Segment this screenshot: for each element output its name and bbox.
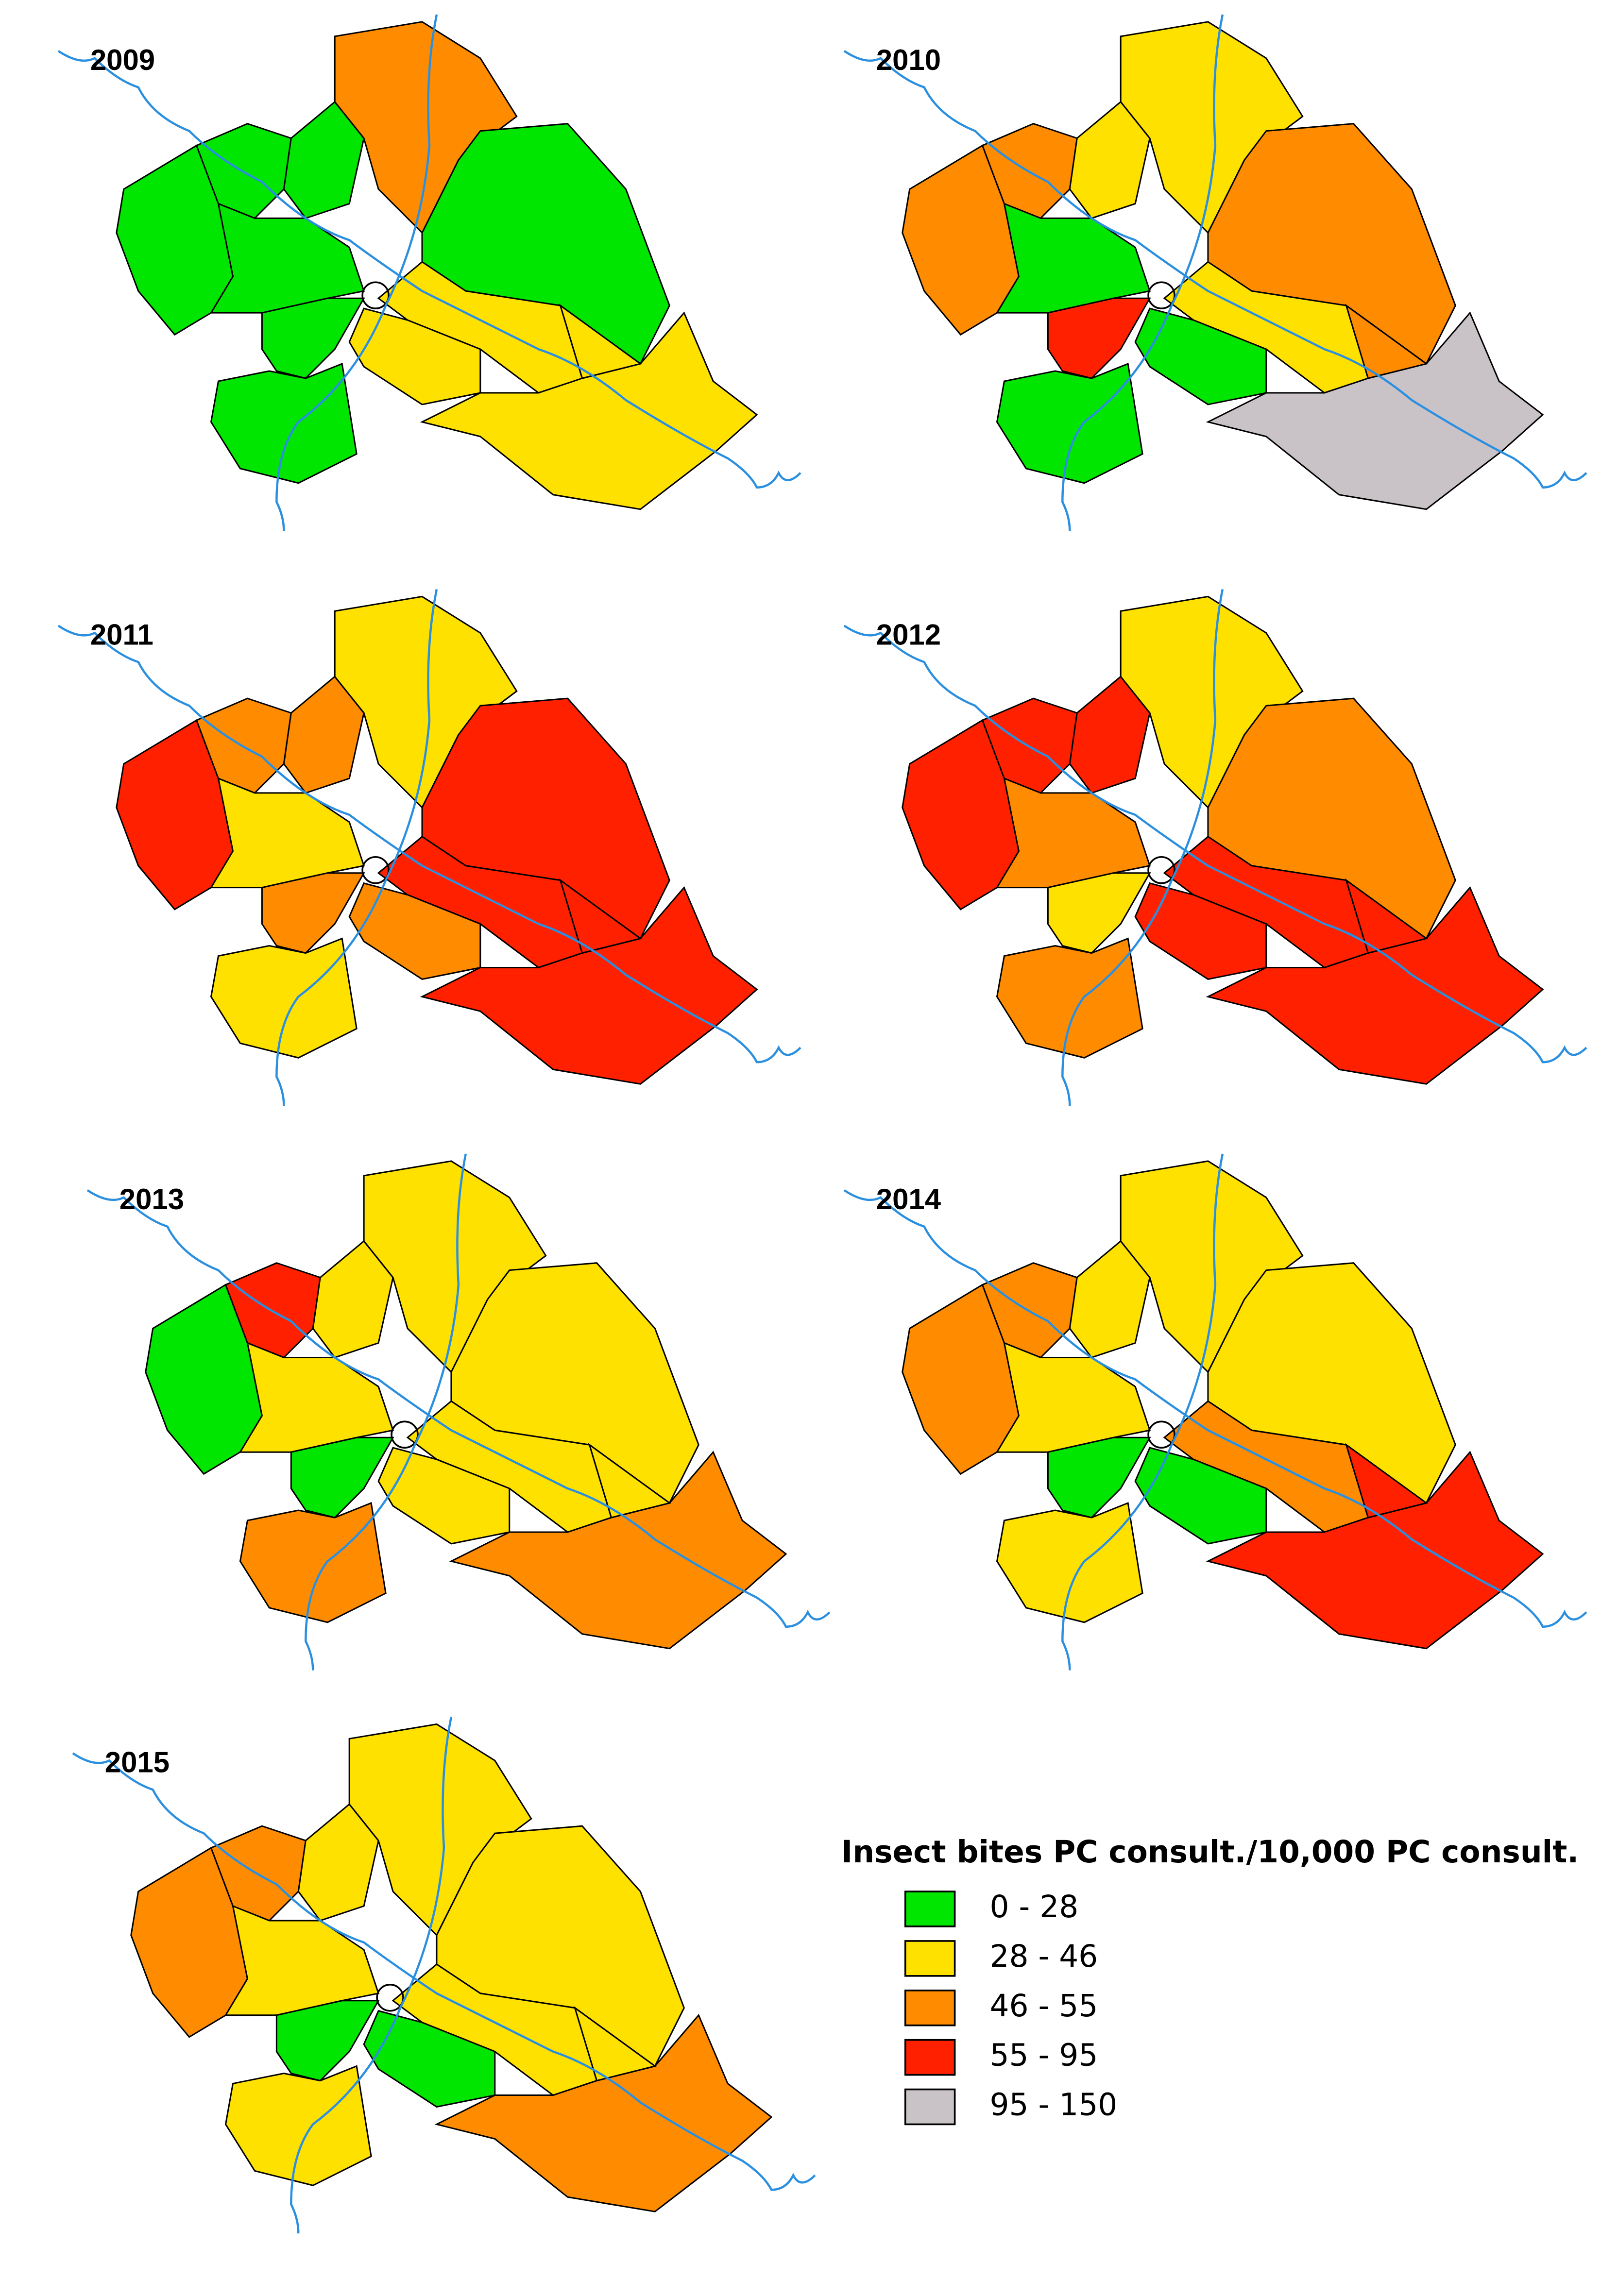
region — [348, 307, 481, 405]
region — [290, 1436, 394, 1519]
region — [1345, 878, 1428, 954]
map: 2011 — [57, 589, 801, 1106]
region — [261, 297, 365, 379]
river — [275, 589, 438, 1106]
map: 2013 — [86, 1153, 831, 1671]
region — [261, 872, 365, 954]
year-label: 2015 — [105, 1746, 170, 1778]
river — [843, 625, 1587, 1064]
city — [361, 856, 390, 884]
region — [559, 304, 642, 379]
region — [238, 1342, 394, 1453]
legend-swatch — [904, 2039, 956, 2076]
region — [995, 777, 1151, 889]
year-label: 2010 — [876, 44, 941, 76]
year-label: 2011 — [90, 618, 153, 651]
legend-title: Insect bites PC consult./10,000 PC consu… — [841, 1834, 1579, 1870]
region — [210, 362, 358, 484]
region — [573, 2006, 657, 2082]
region — [1345, 1443, 1428, 1519]
region — [210, 937, 358, 1059]
year-label: 2014 — [876, 1183, 941, 1216]
region — [239, 1502, 387, 1623]
city — [361, 281, 390, 309]
region — [224, 2065, 372, 2186]
river — [1061, 14, 1224, 531]
legend-label: 46 - 55 — [990, 1988, 1098, 2024]
region — [363, 2009, 496, 2108]
map: 2009 — [57, 14, 801, 531]
river — [843, 1189, 1587, 1628]
year-label: 2009 — [90, 44, 155, 76]
river — [275, 14, 438, 531]
region — [588, 1443, 671, 1519]
region — [559, 878, 642, 954]
legend-label: 28 - 46 — [990, 1939, 1098, 1974]
year-label: 2013 — [119, 1183, 184, 1216]
region — [209, 203, 365, 314]
region — [1134, 882, 1267, 980]
legend-label: 55 - 95 — [990, 2038, 1098, 2073]
city — [1147, 1420, 1175, 1449]
river — [86, 1189, 831, 1628]
region — [224, 1905, 380, 2016]
legend-label: 95 - 150 — [990, 2087, 1118, 2123]
legend-swatch — [904, 1940, 956, 1977]
region — [1134, 1447, 1267, 1545]
region — [996, 1502, 1143, 1623]
region — [1047, 297, 1151, 379]
river — [72, 1752, 816, 2191]
region — [275, 2000, 380, 2082]
city — [1147, 281, 1175, 309]
region — [1345, 304, 1428, 379]
legend-swatch — [904, 1990, 956, 2026]
map: 2014 — [843, 1153, 1587, 1671]
river — [1061, 1153, 1224, 1671]
region — [1134, 307, 1267, 405]
region — [995, 1342, 1151, 1453]
legend-label: 0 - 28 — [990, 1889, 1079, 1925]
city — [376, 1984, 404, 2012]
region — [1047, 1436, 1151, 1519]
river — [843, 50, 1587, 489]
region — [377, 1447, 511, 1545]
map: 2010 — [843, 14, 1587, 531]
river — [290, 1717, 453, 2234]
river — [57, 50, 801, 489]
legend-swatch — [904, 2088, 956, 2126]
city — [1147, 856, 1175, 884]
map: 2015 — [72, 1717, 816, 2234]
map: 2012 — [843, 589, 1587, 1106]
region — [1047, 872, 1151, 954]
city — [391, 1420, 419, 1449]
legend-swatch — [904, 1891, 956, 1927]
river — [57, 625, 801, 1064]
year-label: 2012 — [876, 618, 941, 651]
region — [996, 937, 1143, 1059]
river — [1061, 589, 1224, 1106]
region — [209, 777, 365, 889]
river — [305, 1153, 467, 1671]
region — [995, 203, 1151, 314]
region — [348, 882, 481, 980]
region — [996, 362, 1143, 484]
